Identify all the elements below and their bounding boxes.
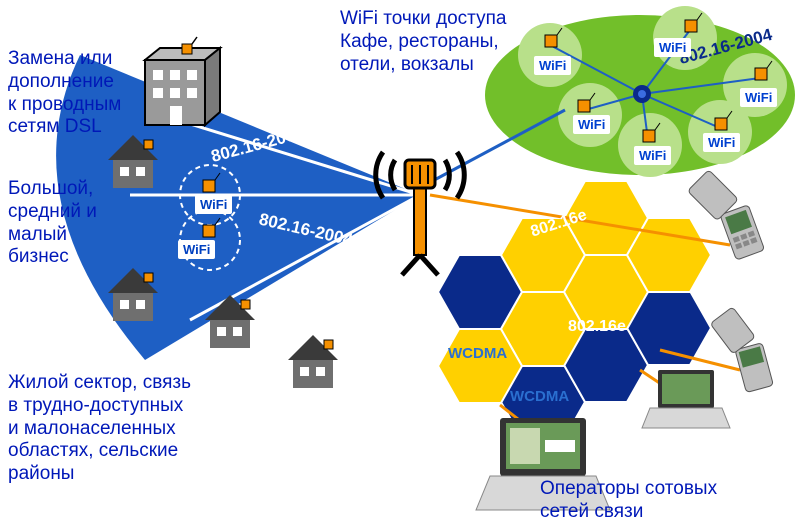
- wifi-badge: WiFi: [740, 88, 777, 107]
- dsl-caption: Замена или дополнение к проводным сетям …: [8, 48, 121, 139]
- operators-caption: Операторы сотовых сетей связи: [540, 478, 717, 524]
- wifi-badge: WiFi: [703, 133, 740, 152]
- phone-icon: [707, 302, 773, 397]
- wifi-hotspots-caption: WiFi точки доступа Кафе, рестораны, отел…: [340, 8, 506, 76]
- wcdma-1: WCDMA: [448, 345, 507, 362]
- wcdma-2: WCDMA: [510, 388, 569, 405]
- wifi-badge: WiFi: [573, 115, 610, 134]
- house-icon: [288, 335, 338, 388]
- wifi-badge: WiFi: [178, 240, 215, 259]
- wifi-badge: WiFi: [634, 146, 671, 165]
- wifi-badge: WiFi: [534, 56, 571, 75]
- building-icon: [145, 37, 220, 125]
- business-caption: Большой, средний и малый бизнес: [8, 178, 97, 269]
- wifi-badge: WiFi: [654, 38, 691, 57]
- std-mobile-2: 802.16e: [568, 318, 626, 336]
- residential-caption: Жилой сектор, связь в трудно-доступных и…: [8, 372, 191, 486]
- wifi-badge: WiFi: [195, 195, 232, 214]
